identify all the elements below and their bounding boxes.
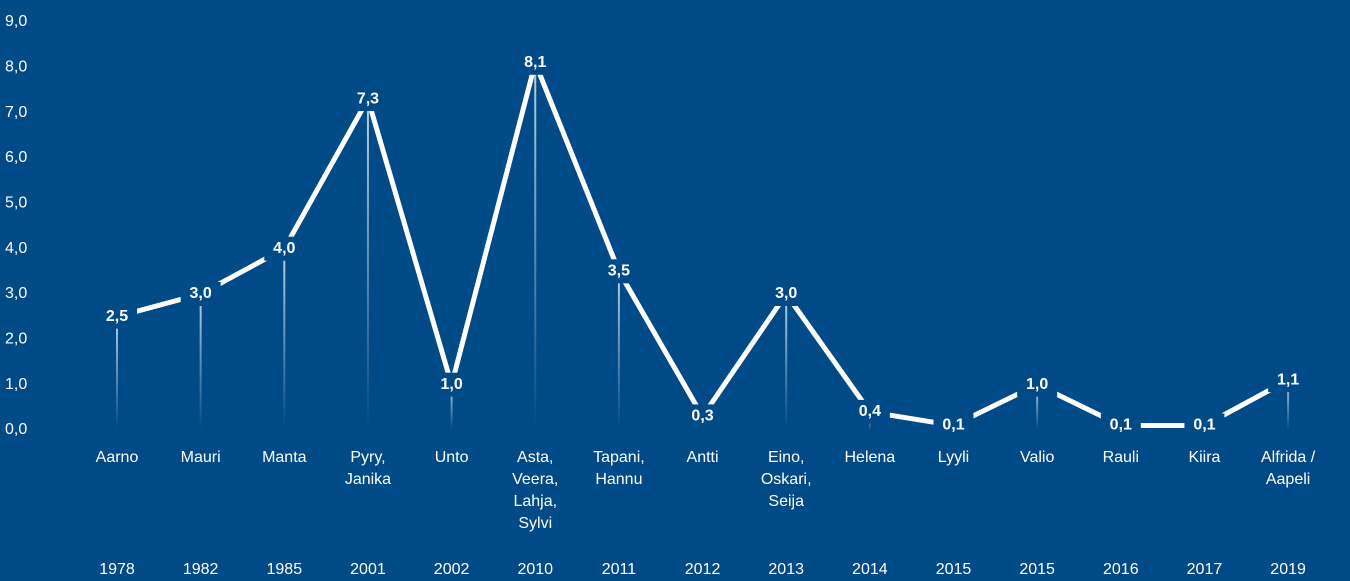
drop-line <box>450 384 453 430</box>
label-box <box>598 259 639 284</box>
data-label: 0,4 <box>859 403 881 420</box>
y-tick-label: 3,0 <box>5 285 27 302</box>
x-tick-label: Sylvi <box>518 515 552 532</box>
y-tick-label: 6,0 <box>5 149 27 166</box>
y-tick-label: 1,0 <box>5 376 27 393</box>
y-tick-label: 9,0 <box>5 13 27 30</box>
x-tick-label: Rauli <box>1103 449 1139 466</box>
year-label: 1982 <box>183 561 219 578</box>
year-label: 2014 <box>852 561 888 578</box>
x-tick-label: Valio <box>1020 449 1054 466</box>
label-box <box>97 304 137 329</box>
x-tick-label: Janika <box>345 471 391 488</box>
drop-line <box>617 271 620 430</box>
x-tick-label: Pyry, <box>350 449 385 466</box>
x-tick-label: Antti <box>687 449 719 466</box>
data-label: 2,5 <box>106 308 128 325</box>
data-label: 0,1 <box>1110 417 1132 434</box>
drop-line <box>366 99 369 431</box>
year-label: 1978 <box>99 561 135 578</box>
x-tick-label: Eino, <box>768 449 804 466</box>
data-label: 7,3 <box>357 90 379 107</box>
y-tick-label: 4,0 <box>5 240 27 257</box>
label-box <box>682 404 723 429</box>
x-tick-label: Unto <box>435 449 469 466</box>
label-box <box>431 372 472 397</box>
label-box <box>849 399 890 424</box>
x-tick-label: Alfrida / <box>1261 449 1316 466</box>
year-label: 2015 <box>1019 561 1055 578</box>
drop-line <box>1036 384 1039 430</box>
x-tick-label: Lyyli <box>938 449 969 466</box>
x-tick-label: Veera, <box>512 471 558 488</box>
x-tick-label: Mauri <box>181 449 221 466</box>
label-box <box>1268 368 1309 393</box>
drop-line <box>1287 380 1290 430</box>
data-label: 0,3 <box>691 408 713 425</box>
data-label: 8,1 <box>524 54 546 71</box>
data-label: 4,0 <box>273 240 295 257</box>
label-box <box>515 50 556 75</box>
data-label: 0,1 <box>1193 417 1215 434</box>
x-tick-label: Hannu <box>595 471 642 488</box>
y-tick-label: 5,0 <box>5 195 27 212</box>
x-tick-label: Lahja, <box>513 493 557 510</box>
data-label: 0,1 <box>942 417 964 434</box>
x-tick-label: Aapeli <box>1266 471 1310 488</box>
year-label: 2001 <box>350 561 386 578</box>
label-box <box>933 413 974 438</box>
x-tick-label: Helena <box>844 449 895 466</box>
drop-line <box>785 294 788 430</box>
x-tick-label: Asta, <box>517 449 553 466</box>
data-label: 1,1 <box>1277 371 1299 388</box>
label-box <box>766 282 807 306</box>
x-tick-label: Manta <box>262 449 307 466</box>
x-tick-label: Kiira <box>1188 449 1220 466</box>
label-box <box>180 282 221 306</box>
y-tick-label: 2,0 <box>5 331 27 348</box>
y-tick-label: 7,0 <box>5 104 27 121</box>
drop-line <box>116 316 118 430</box>
data-label: 3,0 <box>775 285 797 302</box>
year-label: 2017 <box>1187 561 1223 578</box>
drop-line <box>199 294 202 430</box>
year-label: 2011 <box>602 561 637 578</box>
drop-line <box>283 248 286 430</box>
year-label: 2016 <box>1103 561 1139 578</box>
year-label: 1985 <box>267 561 303 578</box>
y-tick-label: 8,0 <box>5 59 27 76</box>
year-label: 2015 <box>936 561 972 578</box>
year-label: 2002 <box>434 561 470 578</box>
x-tick-label: Aarno <box>96 449 139 466</box>
drop-line <box>534 62 537 431</box>
x-tick-label: Tapani, <box>593 449 645 466</box>
data-label: 1,0 <box>1026 376 1048 393</box>
year-label: 2019 <box>1270 561 1306 578</box>
label-box <box>1017 372 1058 397</box>
label-box <box>1100 413 1141 438</box>
data-label: 3,5 <box>608 263 630 280</box>
x-tick-label: Seija <box>768 493 804 510</box>
x-tick-label: Oskari, <box>761 471 812 488</box>
label-box <box>264 236 305 261</box>
year-label: 2013 <box>768 561 804 578</box>
label-box <box>347 87 388 112</box>
y-tick-label: 0,0 <box>5 421 27 438</box>
year-label: 2012 <box>685 561 721 578</box>
data-label: 1,0 <box>440 376 462 393</box>
year-label: 2010 <box>517 561 553 578</box>
label-box <box>1184 413 1225 438</box>
data-label: 3,0 <box>190 285 212 302</box>
